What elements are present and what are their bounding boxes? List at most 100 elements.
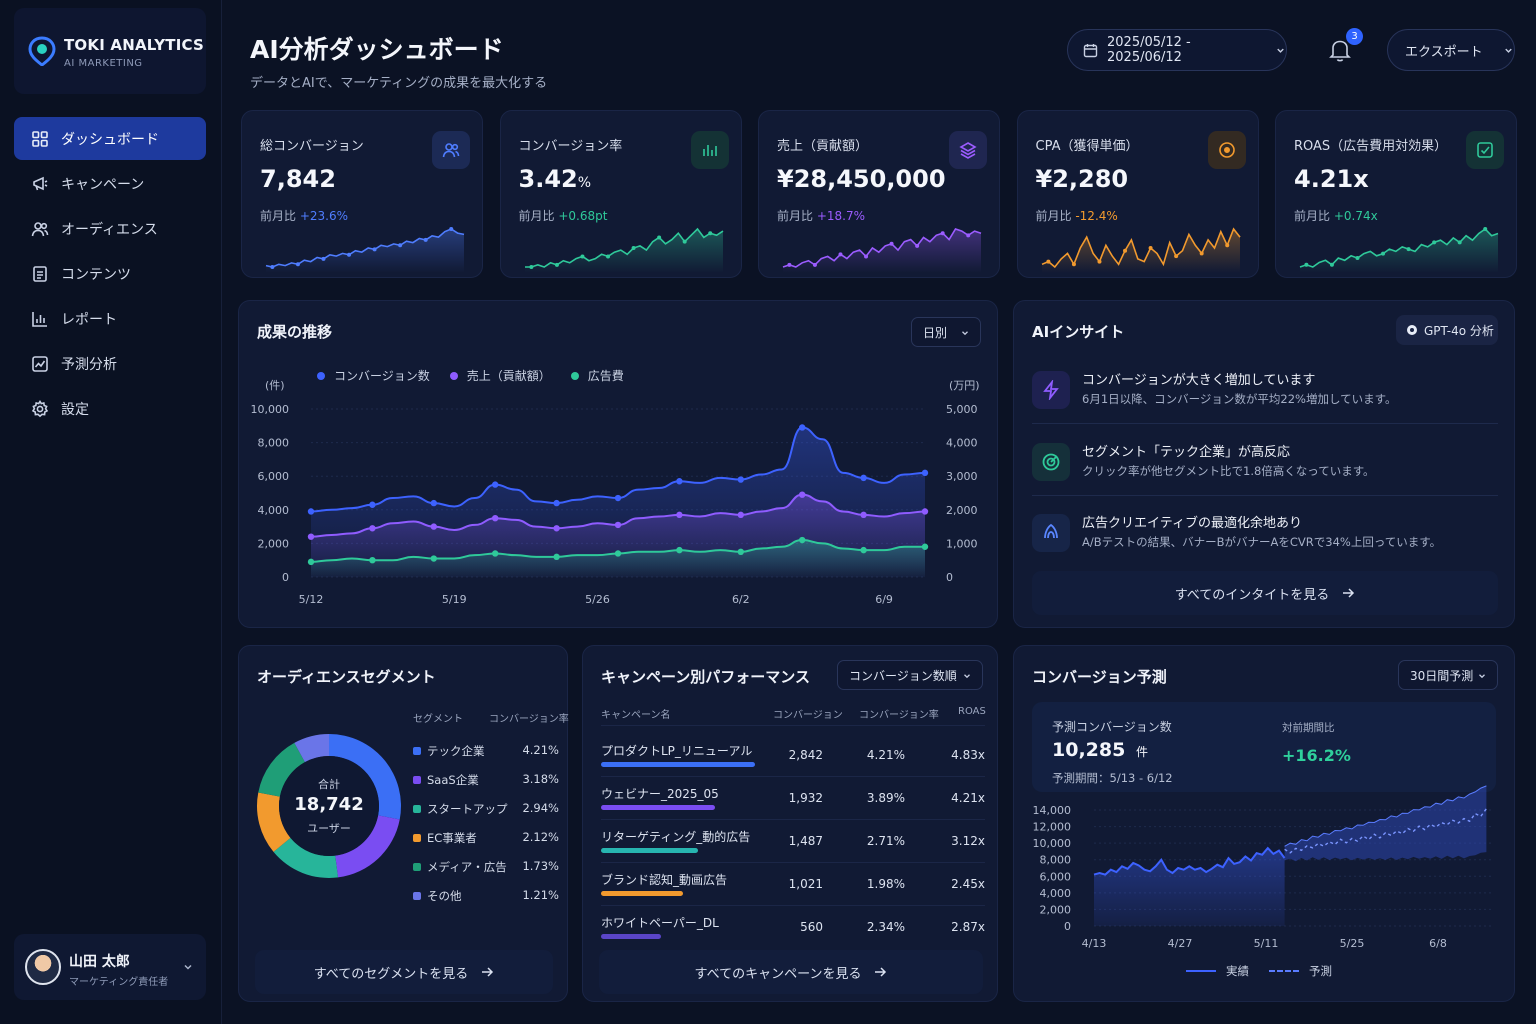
brand-logo[interactable]: TOKI ANALYTICS AI MARKETING xyxy=(14,8,206,94)
segment-row[interactable]: その他 1.21% xyxy=(413,887,559,907)
date-range-picker[interactable]: 2025/05/12 - 2025/06/12 xyxy=(1067,29,1287,71)
segment-name: SaaS企業 xyxy=(427,773,479,787)
user-profile[interactable]: 山田 太郎 マーケティング責任者 xyxy=(14,934,206,1000)
kpi-card-item-4[interactable]: CPA（獲得単価） ¥2,280 前月比 -12.4% xyxy=(1016,110,1259,278)
table-row[interactable]: ブランド認知_動画広告 1,021 1.98% 2.45x xyxy=(601,867,985,910)
campaign-rate: 3.89% xyxy=(866,791,905,805)
segment-row[interactable]: SaaS企業 3.18% xyxy=(413,771,559,791)
donut-slice-item-2[interactable] xyxy=(335,815,400,878)
sidebar-item-forecast[interactable]: 予測分析 xyxy=(14,342,206,385)
insight-item[interactable]: コンバージョンが大きく増加しています 6月1日以降、コンバージョン数が平均22%… xyxy=(1032,367,1498,429)
campaign-roas: 3.12x xyxy=(951,834,985,848)
rocket-icon xyxy=(1044,523,1058,539)
table-row[interactable]: リターゲティング_動的広告 1,487 2.71% 3.12x xyxy=(601,824,985,867)
see-all-insights-button[interactable]: すべてのインタイトを見る xyxy=(1032,571,1498,615)
y-left-tick: 0 xyxy=(282,571,289,584)
segment-color-dot xyxy=(413,892,421,900)
campaign-conversions: 1,021 xyxy=(788,877,823,891)
sparkline-point xyxy=(1199,251,1204,256)
insight-item[interactable]: 広告クリエイティブの最適化余地あり A/Bテストの結果、バナーBがバナーAをCV… xyxy=(1032,510,1498,572)
export-button[interactable]: エクスポート xyxy=(1387,29,1515,71)
kpi-card-item-5[interactable]: ROAS（広告費用対効果） 4.21x 前月比 +0.74x xyxy=(1275,110,1517,278)
kpi-icon-box xyxy=(1466,131,1504,169)
kpi-card-item-1[interactable]: 総コンバージョン 7,842 前月比 +23.6% xyxy=(241,110,483,278)
sidebar-item-contents[interactable]: コンテンツ xyxy=(14,252,206,295)
sidebar-item-dashboard[interactable]: ダッシュボード xyxy=(14,117,206,160)
trend-period-dropdown[interactable]: 日別 xyxy=(911,317,981,347)
donut-total-value: 18,742 xyxy=(294,794,364,815)
sparkline-point xyxy=(1148,246,1153,250)
sidebar-item-label: オーディエンス xyxy=(61,221,158,238)
col-header: コンバージョン率 xyxy=(859,710,939,721)
sidebar-item-campaigns[interactable]: キャンペーン xyxy=(14,162,206,205)
users-icon xyxy=(31,221,49,236)
y-tick: 6,000 xyxy=(1040,870,1072,883)
segment-row[interactable]: テック企業 4.21% xyxy=(413,742,559,762)
bell-icon[interactable] xyxy=(1326,36,1354,64)
segment-row[interactable]: スタートアップ 2.94% xyxy=(413,800,559,820)
x-tick: 5/19 xyxy=(442,593,467,606)
y-right-tick: 1,000 xyxy=(946,537,978,550)
see-all-campaigns-button[interactable]: すべてのキャンペーンを見る xyxy=(599,950,983,994)
sparkline-point xyxy=(1483,227,1488,231)
arrow-right-icon xyxy=(1343,588,1355,598)
forecast-label: 予測コンバージョン数 xyxy=(1052,720,1172,734)
kpi-card-item-2[interactable]: コンバージョン率 3.42% 前月比 +0.68pt xyxy=(499,110,742,278)
kpi-card-item-3[interactable]: 売上（貢献額） ¥28,450,000 前月比 +18.7% xyxy=(758,110,1000,278)
segments-title: オーディエンスセグメント xyxy=(257,668,436,686)
donut-slice-item-3[interactable] xyxy=(273,837,339,878)
sparkline-point xyxy=(449,227,454,231)
segment-name: その他 xyxy=(427,889,462,903)
chevron-down-icon xyxy=(1504,48,1512,53)
campaign-bar xyxy=(601,805,715,810)
campaign-sort-dropdown[interactable]: コンバージョン数順 xyxy=(837,660,983,690)
page-title: AI分析ダッシュボード xyxy=(250,35,504,64)
table-row[interactable]: ウェビナー_2025_05 1,932 3.89% 4.21x xyxy=(601,781,985,824)
sparkline-line xyxy=(1041,227,1241,269)
donut-slice-item-5[interactable] xyxy=(258,742,305,797)
segment-color-dot xyxy=(413,776,421,784)
segment-rate: 4.21% xyxy=(522,743,559,757)
segment-row[interactable]: メディア・広告 1.73% xyxy=(413,858,559,878)
sparkline-point xyxy=(1096,259,1101,264)
sparkline-point xyxy=(1329,262,1334,267)
segment-rate: 3.18% xyxy=(522,772,559,786)
forecast-line xyxy=(1284,808,1487,854)
forecast-value: 10,285 件 xyxy=(1052,739,1148,761)
donut-slice-item-6[interactable] xyxy=(294,734,329,763)
forecast-upper xyxy=(1284,785,1487,847)
y-right-tick: 2,000 xyxy=(946,504,978,517)
donut-slice-item-4[interactable] xyxy=(257,792,291,852)
data-point xyxy=(737,548,744,555)
see-all-segments-button[interactable]: すべてのセグメントを見る xyxy=(255,950,553,994)
divider xyxy=(1032,495,1498,496)
sidebar-item-label: コンテンツ xyxy=(61,266,131,283)
x-tick: 5/26 xyxy=(585,593,610,606)
campaign-roas: 4.21x xyxy=(951,791,985,805)
legend-line-dashed xyxy=(1269,970,1299,972)
badge-label: GPT-4o 分析 xyxy=(1424,323,1494,338)
kpi-value: 4.21x xyxy=(1294,165,1369,193)
campaign-roas: 2.45x xyxy=(951,877,985,891)
sidebar-item-reports[interactable]: レポート xyxy=(14,297,206,340)
users-icon xyxy=(442,143,460,158)
sparkline-point xyxy=(1122,248,1127,253)
sidebar-item-audience[interactable]: オーディエンス xyxy=(14,207,206,250)
forecast-summary xyxy=(1032,702,1496,792)
y-tick: 4,000 xyxy=(1040,887,1072,900)
donut-hole xyxy=(279,756,379,856)
table-row[interactable]: ホワイトペーパー_DL 560 2.34% 2.87x xyxy=(601,910,985,953)
kpi-sparkline xyxy=(782,228,982,273)
data-point xyxy=(553,553,560,561)
table-row[interactable]: プロダクトLP_リニューアル 2,842 4.21% 4.83x xyxy=(601,738,985,781)
kpi-number: ¥28,450,000 xyxy=(777,165,946,193)
donut-slice-item-1[interactable] xyxy=(329,734,401,820)
y-right-tick: 4,000 xyxy=(946,437,978,450)
segment-row[interactable]: EC事業者 2.12% xyxy=(413,829,559,849)
forecast-period-dropdown[interactable]: 30日間予測 xyxy=(1398,660,1498,690)
logo-icon xyxy=(28,36,56,66)
kpi-number: ¥2,280 xyxy=(1035,165,1129,193)
insight-item[interactable]: セグメント「テック企業」が高反応 クリック率が他セグメント比で1.8倍高くなって… xyxy=(1032,439,1498,501)
sidebar-item-settings[interactable]: 設定 xyxy=(14,387,206,430)
trend-icon xyxy=(32,355,48,372)
